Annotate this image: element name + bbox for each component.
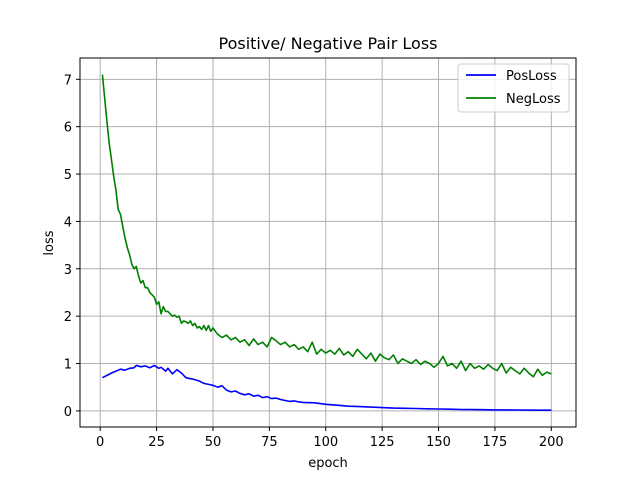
x-tick-label: 150 xyxy=(426,435,451,450)
x-tick-label: 75 xyxy=(261,435,278,450)
y-tick-label: 2 xyxy=(64,310,72,325)
y-tick-label: 3 xyxy=(64,263,72,278)
x-tick-label: 100 xyxy=(313,435,338,450)
x-tick-label: 200 xyxy=(539,435,564,450)
series-line-posloss xyxy=(102,364,552,412)
x-tick-label: 175 xyxy=(482,435,507,450)
y-axis-title: loss xyxy=(42,230,57,255)
x-tick-label: 0 xyxy=(96,435,104,450)
legend: PosLoss NegLoss xyxy=(457,63,570,113)
plot-area-frame xyxy=(79,57,577,428)
axis-ticks: 0 25 50 75 100 125 150 175 200 0 1 2 3 4 5 6 7 xyxy=(64,73,564,450)
x-tick-label: 25 xyxy=(148,435,165,450)
y-tick-label: 6 xyxy=(64,121,72,136)
series-lines xyxy=(101,74,552,412)
legend-box xyxy=(457,63,570,113)
x-tick-label: 125 xyxy=(370,435,395,450)
y-tick-label: 5 xyxy=(64,168,72,183)
x-axis-title: epoch xyxy=(308,456,348,471)
legend-label-posloss: PosLoss xyxy=(506,69,557,84)
y-tick-label: 7 xyxy=(64,73,72,88)
y-tick-label: 0 xyxy=(64,405,72,420)
grid-lines xyxy=(80,58,576,427)
series-line-negloss xyxy=(101,74,552,378)
y-tick-label: 4 xyxy=(64,215,72,230)
chart-title: Positive/ Negative Pair Loss xyxy=(219,34,438,53)
y-tick-label: 1 xyxy=(64,358,72,373)
legend-label-negloss: NegLoss xyxy=(506,92,561,107)
x-tick-label: 50 xyxy=(205,435,222,450)
